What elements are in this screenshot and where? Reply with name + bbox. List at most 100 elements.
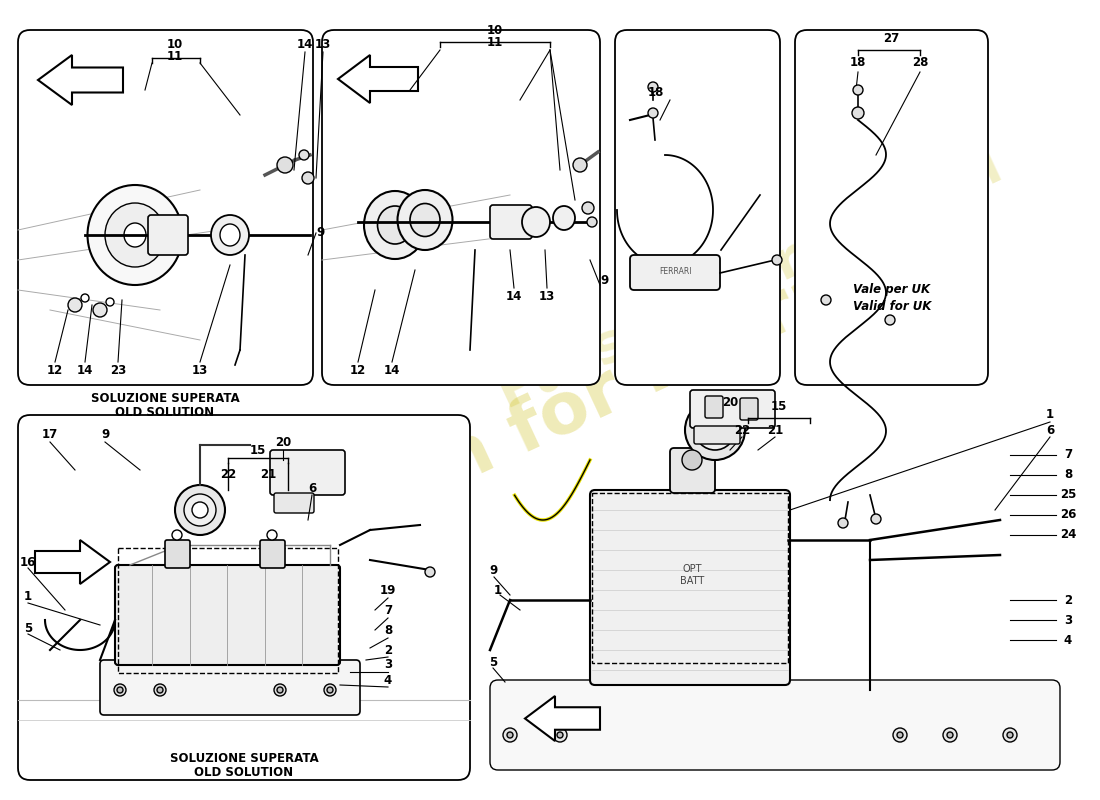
FancyBboxPatch shape	[260, 540, 285, 568]
Text: SOLUZIONE SUPERATA: SOLUZIONE SUPERATA	[90, 393, 240, 406]
Text: 11: 11	[487, 37, 503, 50]
Circle shape	[852, 85, 864, 95]
Circle shape	[299, 150, 309, 160]
Circle shape	[838, 518, 848, 528]
Text: 7: 7	[384, 603, 392, 617]
Text: 2: 2	[384, 643, 392, 657]
Text: 4: 4	[1064, 634, 1072, 646]
Text: 6: 6	[308, 482, 316, 494]
Text: Vale per UK: Vale per UK	[854, 283, 931, 297]
Circle shape	[327, 687, 333, 693]
Text: 1: 1	[24, 590, 32, 603]
Polygon shape	[525, 696, 600, 741]
Ellipse shape	[553, 206, 575, 230]
Circle shape	[705, 420, 725, 440]
Text: 14: 14	[384, 363, 400, 377]
Circle shape	[682, 450, 702, 470]
Text: 15: 15	[771, 401, 788, 414]
Text: 9: 9	[316, 226, 324, 239]
Ellipse shape	[377, 206, 412, 244]
Text: 14: 14	[297, 38, 313, 51]
FancyBboxPatch shape	[490, 205, 532, 239]
Text: 16: 16	[20, 555, 36, 569]
Ellipse shape	[220, 224, 240, 246]
Polygon shape	[35, 540, 110, 584]
Circle shape	[896, 732, 903, 738]
Circle shape	[772, 255, 782, 265]
Text: 25: 25	[1059, 489, 1076, 502]
Text: 1: 1	[1046, 409, 1054, 422]
Text: Passion for Ferrari: Passion for Ferrari	[490, 140, 1010, 420]
Text: 12: 12	[350, 363, 366, 377]
Text: 5: 5	[24, 622, 32, 634]
Text: Passion for Ferrari: Passion for Ferrari	[194, 230, 906, 610]
Circle shape	[886, 315, 895, 325]
Circle shape	[685, 400, 745, 460]
Text: 13: 13	[191, 363, 208, 377]
Circle shape	[154, 684, 166, 696]
FancyBboxPatch shape	[100, 660, 360, 715]
Circle shape	[94, 303, 107, 317]
Text: 1: 1	[494, 583, 502, 597]
Circle shape	[172, 530, 182, 540]
Circle shape	[503, 728, 517, 742]
Ellipse shape	[124, 223, 146, 247]
Circle shape	[648, 108, 658, 118]
Ellipse shape	[410, 203, 440, 237]
Circle shape	[157, 687, 163, 693]
FancyBboxPatch shape	[670, 448, 715, 493]
FancyBboxPatch shape	[630, 255, 720, 290]
Circle shape	[324, 684, 336, 696]
Circle shape	[695, 410, 735, 450]
Circle shape	[553, 728, 566, 742]
Text: 11: 11	[167, 50, 183, 62]
Polygon shape	[338, 55, 418, 103]
Circle shape	[648, 82, 658, 92]
Text: OPT
BATT: OPT BATT	[680, 564, 704, 586]
Text: OLD SOLUTION: OLD SOLUTION	[116, 406, 214, 419]
Circle shape	[175, 485, 226, 535]
FancyBboxPatch shape	[490, 680, 1060, 770]
Bar	[592, 493, 788, 663]
Polygon shape	[39, 55, 123, 105]
Text: 21: 21	[767, 423, 783, 437]
FancyBboxPatch shape	[590, 490, 790, 685]
Circle shape	[852, 107, 864, 119]
Text: 22: 22	[734, 423, 750, 437]
Circle shape	[943, 728, 957, 742]
Text: 14: 14	[77, 363, 94, 377]
Text: 10: 10	[167, 38, 183, 50]
Ellipse shape	[522, 207, 550, 237]
Circle shape	[267, 530, 277, 540]
Ellipse shape	[88, 185, 183, 285]
Text: 22: 22	[220, 469, 236, 482]
Ellipse shape	[104, 203, 165, 267]
Circle shape	[557, 732, 563, 738]
Circle shape	[425, 567, 435, 577]
Ellipse shape	[211, 215, 249, 255]
Circle shape	[274, 684, 286, 696]
Circle shape	[302, 172, 313, 184]
Circle shape	[947, 732, 953, 738]
Text: 24: 24	[1059, 529, 1076, 542]
Text: 23: 23	[110, 363, 126, 377]
Text: 14: 14	[506, 290, 522, 303]
FancyBboxPatch shape	[165, 540, 190, 568]
FancyBboxPatch shape	[694, 426, 740, 444]
FancyBboxPatch shape	[322, 30, 600, 385]
FancyBboxPatch shape	[148, 215, 188, 255]
Text: 9: 9	[600, 274, 608, 286]
Circle shape	[277, 157, 293, 173]
Text: 3: 3	[384, 658, 392, 671]
Text: 12: 12	[47, 363, 63, 377]
Circle shape	[184, 494, 216, 526]
Text: 9: 9	[490, 563, 498, 577]
Circle shape	[582, 202, 594, 214]
Circle shape	[68, 298, 82, 312]
Text: 3: 3	[1064, 614, 1072, 626]
FancyBboxPatch shape	[690, 390, 776, 428]
FancyBboxPatch shape	[18, 415, 470, 780]
Circle shape	[192, 502, 208, 518]
Circle shape	[106, 298, 114, 306]
FancyBboxPatch shape	[740, 398, 758, 420]
